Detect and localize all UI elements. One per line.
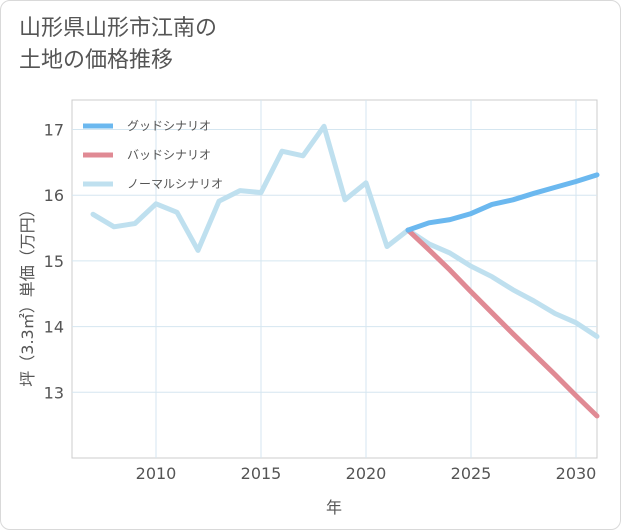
series-line-1 [405, 227, 600, 419]
chart-title-line2: 土地の価格推移 [19, 48, 174, 73]
legend-label: バッドシナリオ [127, 148, 211, 162]
x-tick-label: 2030 [556, 464, 597, 483]
series-line-0 [405, 172, 600, 233]
x-tick-label: 2010 [136, 464, 177, 483]
y-tick-label: 15 [44, 252, 64, 271]
x-tick-label: 2025 [451, 464, 492, 483]
y-tick-label: 13 [44, 383, 64, 402]
x-tick-label: 2020 [346, 464, 387, 483]
x-tick-label: 2015 [241, 464, 282, 483]
series-layer [90, 123, 600, 419]
chart-title: 山形県山形市江南の 土地の価格推移 [19, 13, 439, 77]
legend-label: グッドシナリオ [127, 119, 211, 133]
series-line-2 [90, 123, 600, 339]
x-axis-label: 年 [326, 498, 342, 517]
y-tick-label: 16 [44, 186, 64, 205]
y-axis-label: 坪（3.3㎡）単価（万円） [18, 201, 37, 386]
tick-labels: 2010 2015 2020 2025 2030 13 14 15 16 17 [44, 121, 597, 483]
y-tick-label: 14 [44, 318, 64, 337]
grid-lines [72, 100, 597, 458]
y-tick-label: 17 [44, 121, 64, 140]
chart-title-line1: 山形県山形市江南の [19, 16, 218, 41]
legend-label: ノーマルシナリオ [127, 177, 223, 191]
